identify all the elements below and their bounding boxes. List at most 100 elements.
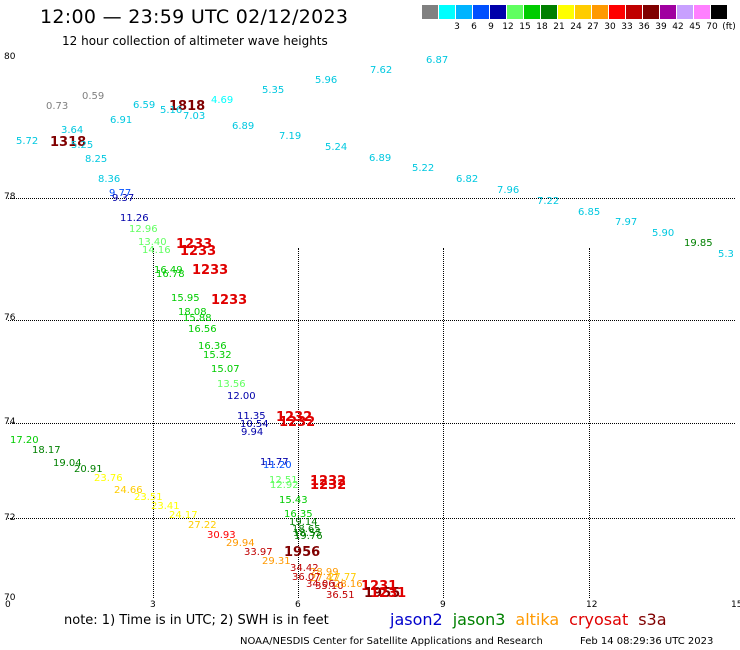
legend-swatch (660, 5, 677, 19)
wave-height-label: 12.00 (227, 391, 256, 402)
wave-height-label: 5.3 (718, 249, 734, 260)
map-subtitle: 12 hour collection of altimeter wave hei… (62, 34, 328, 48)
legend-label: 3 (454, 22, 460, 32)
wave-height-label: 7.19 (279, 131, 302, 142)
wave-height-label: 16.78 (156, 269, 185, 280)
wave-height-label: 9.94 (241, 427, 264, 438)
wave-height-label: 1231 (370, 586, 407, 601)
wave-height-label: 18.17 (32, 445, 61, 456)
wave-height-label: 18.55 (293, 528, 322, 539)
footnote: note: 1) Time is in UTC; 2) SWH is in fe… (64, 613, 329, 628)
satellite-label: cryosat (569, 610, 629, 629)
legend-swatch (422, 5, 439, 19)
legend-swatch (473, 5, 490, 19)
wave-height-label: 34.06 (306, 579, 335, 590)
wave-height-label: 29.31 (262, 556, 291, 567)
wave-height-label: 14.16 (142, 245, 171, 256)
legend-label: 42 (672, 22, 684, 32)
legend-label: 39 (655, 22, 667, 32)
satellite-label: jason2 (390, 610, 443, 629)
wave-height-label: 5.25 (71, 140, 94, 151)
grid-line (8, 423, 735, 424)
legend-swatch (575, 5, 592, 19)
wave-height-label: 5.90 (652, 228, 675, 239)
wave-height-label: 5.35 (262, 85, 285, 96)
legend-label: 33 (621, 22, 633, 32)
legend-swatch (456, 5, 473, 19)
legend-swatch (507, 5, 524, 19)
wave-height-label: 23.76 (94, 473, 123, 484)
grid-line (153, 248, 154, 598)
grid-line (298, 248, 299, 598)
wave-height-label: 1232 (276, 410, 313, 425)
wave-height-label: 9.77 (109, 188, 132, 199)
wave-height-label: 13.40 (138, 237, 167, 248)
wave-height-label: 29.94 (226, 538, 255, 549)
legend-label: 9 (488, 22, 494, 32)
wave-height-label: 15.95 (171, 293, 200, 304)
wave-height-label: 27.22 (188, 520, 217, 531)
wave-height-label: 18.08 (178, 307, 207, 318)
lat-tick-label: 76 (4, 313, 16, 323)
wave-height-label: 7.22 (537, 196, 560, 207)
legend-label: 30 (604, 22, 616, 32)
wave-height-label: 11.26 (120, 213, 149, 224)
wave-height-label: 6.82 (456, 174, 479, 185)
wave-height-label: 5.16 (160, 105, 183, 116)
wave-height-label: 8.25 (85, 154, 108, 165)
lat-tick-label: 74 (4, 417, 16, 427)
wave-height-label: 10.54 (240, 419, 269, 430)
wave-height-label: 23.41 (151, 501, 180, 512)
wave-height-label: 16.56 (188, 324, 217, 335)
wave-height-label: 1233 (180, 244, 217, 259)
satellite-label: altika (515, 610, 560, 629)
legend-label: 6 (471, 22, 477, 32)
lon-tick-label: 3 (150, 600, 156, 610)
wave-height-label: 19.14 (289, 517, 318, 528)
wave-height-label: 6.85 (578, 207, 601, 218)
lat-tick-label: 70 (4, 593, 16, 603)
legend-swatch (677, 5, 694, 19)
legend-swatch (558, 5, 575, 19)
wave-height-label: 16.36 (198, 341, 227, 352)
wave-height-label: 1233 (211, 293, 248, 308)
legend-swatch (626, 5, 643, 19)
wave-height-label: 16.49 (154, 265, 183, 276)
wave-height-label: 4.69 (211, 95, 234, 106)
wave-height-label: 15.88 (183, 313, 212, 324)
wave-height-label: 19.85 (684, 238, 713, 249)
grid-line (8, 198, 735, 199)
wave-height-label: 1232 (310, 478, 347, 493)
wave-height-label: 6.87 (426, 55, 449, 66)
wave-height-label: 34.42 (290, 563, 319, 574)
wave-height-label: 27.47 (310, 573, 339, 584)
satellite-legend: jason2 jason3 altika cryosat s3a (390, 610, 677, 629)
grid-line (8, 320, 735, 321)
grid-line (443, 248, 444, 598)
wave-height-label: 7.97 (615, 217, 638, 228)
legend-label: (ft) (722, 22, 736, 32)
wave-height-label: 1233 (176, 237, 213, 252)
legend-swatch (490, 5, 507, 19)
wave-height-label: 0.73 (46, 101, 69, 112)
wave-height-label: 5.24 (325, 142, 348, 153)
wave-height-label: 1955 (364, 586, 401, 601)
wave-height-label: 8.36 (98, 174, 121, 185)
plot-area: 80 78 76 74 72 70 0 3 6 9 12 15 6.87 7.62 5.96 5.35 4.69… (4, 52, 740, 610)
wave-height-label: 3.64 (61, 125, 84, 136)
wave-height-label: 16.35 (284, 509, 313, 520)
legend-swatch (541, 5, 558, 19)
legend-swatch (711, 5, 728, 19)
wave-height-label: 30.93 (207, 530, 236, 541)
legend-swatch (524, 5, 541, 19)
wave-height-label: 6.89 (232, 121, 255, 132)
wave-height-label: 1232 (310, 474, 347, 489)
legend-label: 18 (536, 22, 548, 32)
legend-label: 70 (706, 22, 718, 32)
wave-height-label: 0.59 (82, 91, 105, 102)
wave-height-label: 11.77 (260, 457, 289, 468)
legend-label: 45 (689, 22, 701, 32)
grid-line (589, 248, 590, 598)
wave-height-label: 6.89 (369, 153, 392, 164)
wave-height-label: 1956 (284, 545, 321, 560)
